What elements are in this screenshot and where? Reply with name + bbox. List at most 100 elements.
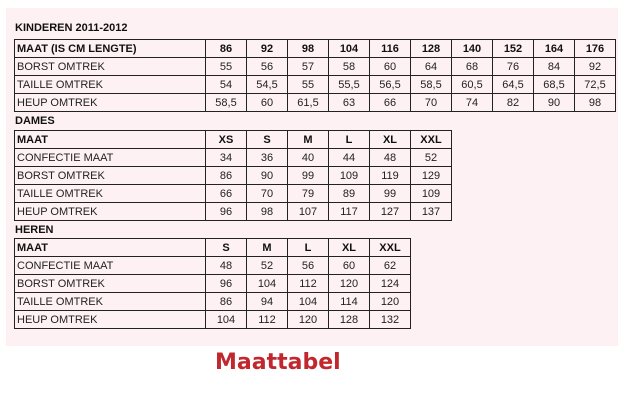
- cell: 60: [369, 57, 411, 76]
- row-label: BORST OMTREK: [14, 274, 206, 293]
- cell: M: [246, 238, 288, 257]
- table-row: CONFECTIE MAAT 48 52 56 60 62: [14, 256, 411, 275]
- cell: 120: [369, 292, 411, 311]
- cell: M: [287, 130, 329, 149]
- cell: 63: [328, 93, 370, 112]
- table-row: HEUP OMTREK 58,5 60 61,5 63 66 70 74 82 90 98: [14, 93, 616, 112]
- cell: 40: [287, 148, 329, 167]
- table-row: TAILLE OMTREK 86 94 104 114 120: [14, 292, 411, 311]
- cell: L: [328, 130, 370, 149]
- size-table-dames: MAAT XS S M L XL XXL CONFECTIE MAAT 34 36 40 44 48 52…: [14, 130, 452, 221]
- cell: 54,5: [246, 75, 288, 94]
- cell: 98: [287, 39, 329, 58]
- cell: XXL: [369, 238, 411, 257]
- size-table-kinderen: MAAT (IS CM LENGTE) 86 92 98 104 116 128 140 152…: [14, 39, 616, 112]
- cell: 137: [410, 202, 452, 221]
- row-label: BORST OMTREK: [14, 166, 206, 185]
- header-row: MAAT (IS CM LENGTE) 86 92 98 104 116 128 140 152…: [14, 39, 616, 58]
- cell: 52: [410, 148, 452, 167]
- row-label: MAAT (IS CM LENGTE): [14, 39, 206, 58]
- cell: 82: [492, 93, 534, 112]
- cell: 34: [205, 148, 247, 167]
- cell: 56: [246, 57, 288, 76]
- cell: 58: [328, 57, 370, 76]
- cell: 56: [287, 256, 329, 275]
- cell: 98: [574, 93, 616, 112]
- cell: 114: [328, 292, 370, 311]
- cell: 112: [287, 274, 329, 293]
- cell: 112: [246, 310, 288, 329]
- row-label: TAILLE OMTREK: [14, 75, 206, 94]
- cell: 52: [246, 256, 288, 275]
- cell: 60: [328, 256, 370, 275]
- table-row: HEUP OMTREK 104 112 120 128 132: [14, 310, 411, 329]
- cell: 60: [246, 93, 288, 112]
- cell: 76: [492, 57, 534, 76]
- cell: 99: [287, 166, 329, 185]
- section-title-dames: DAMES: [15, 115, 55, 127]
- cell: 62: [369, 256, 411, 275]
- cell: 92: [246, 39, 288, 58]
- cell: 57: [287, 57, 329, 76]
- cell: 124: [369, 274, 411, 293]
- cell: XS: [205, 130, 247, 149]
- header-row: MAAT XS S M L XL XXL: [14, 130, 452, 149]
- row-label: MAAT: [14, 130, 206, 149]
- cell: 60,5: [451, 75, 493, 94]
- cell: 92: [574, 57, 616, 76]
- cell: XXL: [410, 130, 452, 149]
- cell: 68: [451, 57, 493, 76]
- cell: 36: [246, 148, 288, 167]
- cell: 94: [246, 292, 288, 311]
- cell: 48: [205, 256, 247, 275]
- cell: 176: [574, 39, 616, 58]
- cell: 48: [369, 148, 411, 167]
- cell: 104: [205, 310, 247, 329]
- cell: 68,5: [533, 75, 575, 94]
- cell: 72,5: [574, 75, 616, 94]
- cell: 54: [205, 75, 247, 94]
- table-row: HEUP OMTREK 96 98 107 117 127 137: [14, 202, 452, 221]
- header-row: MAAT S M L XL XXL: [14, 238, 411, 257]
- row-label: CONFECTIE MAAT: [14, 148, 206, 167]
- cell: 70: [246, 184, 288, 203]
- cell: 90: [533, 93, 575, 112]
- cell: 56,5: [369, 75, 411, 94]
- cell: 120: [328, 274, 370, 293]
- cell: 84: [533, 57, 575, 76]
- cell: 164: [533, 39, 575, 58]
- cell: 66: [369, 93, 411, 112]
- cell: 44: [328, 148, 370, 167]
- cell: 74: [451, 93, 493, 112]
- cell: 127: [369, 202, 411, 221]
- section-title-heren: HEREN: [15, 224, 54, 236]
- table-row: BORST OMTREK 86 90 99 109 119 129: [14, 166, 452, 185]
- cell: 61,5: [287, 93, 329, 112]
- cell: 55,5: [328, 75, 370, 94]
- cell: 128: [410, 39, 452, 58]
- cell: 120: [287, 310, 329, 329]
- cell: 96: [205, 202, 247, 221]
- row-label: HEUP OMTREK: [14, 310, 206, 329]
- cell: 96: [205, 274, 247, 293]
- row-label: CONFECTIE MAAT: [14, 256, 206, 275]
- size-table-heren: MAAT S M L XL XXL CONFECTIE MAAT 48 52 56 60 62 BORS…: [14, 238, 411, 329]
- cell: 64,5: [492, 75, 534, 94]
- cell: 119: [369, 166, 411, 185]
- cell: 116: [369, 39, 411, 58]
- row-label: TAILLE OMTREK: [14, 184, 206, 203]
- table-row: BORST OMTREK 55 56 57 58 60 64 68 76 84 92: [14, 57, 616, 76]
- cell: 128: [328, 310, 370, 329]
- cell: 99: [369, 184, 411, 203]
- cell: 104: [328, 39, 370, 58]
- cell: 86: [205, 39, 247, 58]
- cell: 58,5: [205, 93, 247, 112]
- row-label: HEUP OMTREK: [14, 202, 206, 221]
- row-label: BORST OMTREK: [14, 57, 206, 76]
- cell: 79: [287, 184, 329, 203]
- cell: 64: [410, 57, 452, 76]
- cell: 152: [492, 39, 534, 58]
- row-label: HEUP OMTREK: [14, 93, 206, 112]
- cell: 109: [410, 184, 452, 203]
- cell: 66: [205, 184, 247, 203]
